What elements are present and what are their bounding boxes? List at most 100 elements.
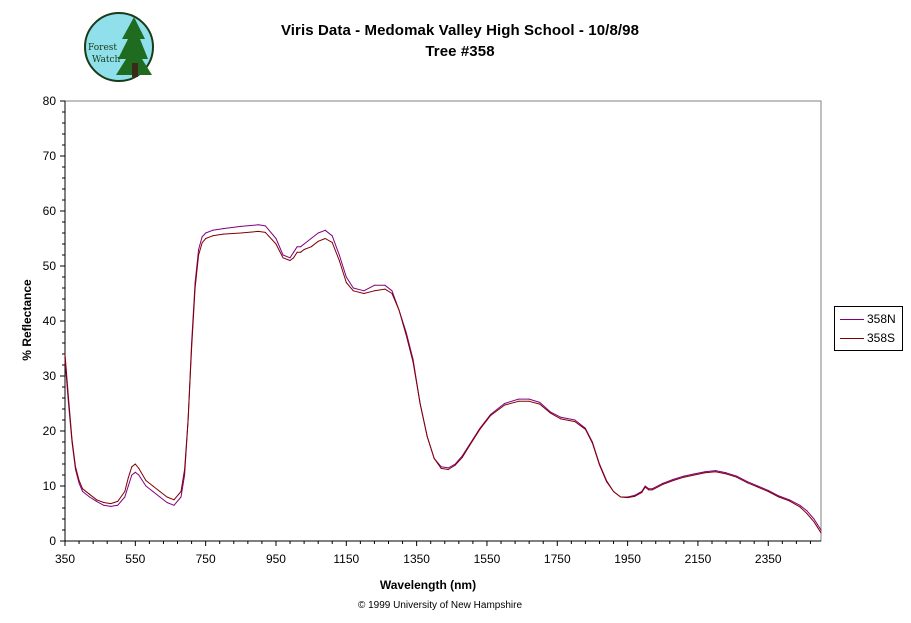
data-point — [715, 471, 716, 473]
data-point — [75, 466, 76, 468]
data-point — [138, 467, 140, 469]
data-point — [201, 242, 203, 244]
data-point — [479, 428, 481, 430]
data-point — [173, 499, 175, 501]
data-point — [293, 251, 295, 253]
y-tick-label: 70 — [43, 149, 57, 163]
data-point — [184, 474, 186, 476]
data-point — [662, 483, 664, 485]
data-point — [303, 243, 305, 245]
data-point — [264, 225, 266, 227]
data-point — [634, 495, 636, 497]
data-point — [352, 290, 354, 292]
data-point — [134, 471, 136, 473]
data-point — [799, 506, 801, 508]
data-point — [447, 469, 449, 470]
chart-subtitle: Tree #358 — [425, 43, 495, 60]
data-point — [806, 513, 808, 514]
data-point — [651, 489, 653, 491]
data-point — [296, 251, 298, 253]
data-point — [82, 488, 84, 490]
data-point — [398, 309, 400, 311]
data-point — [71, 438, 73, 440]
legend-label: 358S — [867, 331, 896, 345]
data-point — [613, 491, 614, 492]
y-tick-label: 50 — [43, 259, 57, 273]
data-point — [352, 287, 354, 289]
data-point — [820, 532, 822, 534]
y-tick-label: 80 — [43, 94, 57, 108]
data-point — [184, 469, 186, 470]
data-point — [560, 416, 562, 418]
data-point — [799, 504, 801, 506]
data-point — [746, 481, 748, 483]
data-point — [317, 232, 319, 234]
data-point — [599, 464, 600, 466]
data-point — [205, 232, 207, 234]
data-point — [187, 419, 189, 421]
data-point — [222, 233, 224, 235]
data-point — [289, 260, 291, 261]
data-point — [820, 529, 822, 531]
series-line-358N — [64, 224, 822, 531]
logo-trunk — [132, 63, 138, 77]
data-point — [606, 481, 607, 483]
data-point — [391, 293, 393, 294]
data-point — [778, 496, 780, 498]
data-point — [391, 290, 393, 292]
data-point — [275, 238, 277, 239]
legend: 358N 358S — [834, 306, 903, 351]
legend-item: 358S — [840, 330, 895, 346]
data-point — [324, 229, 326, 231]
forest-watch-logo: Forest Watch — [84, 12, 154, 82]
data-point — [757, 485, 759, 487]
data-point — [64, 353, 66, 355]
y-tick-label: 20 — [43, 424, 57, 438]
data-point — [433, 458, 435, 459]
chart-axes: 0 10 20 30 40 50 60 70 80 350 550 750 950 1150 1350 155… — [43, 94, 822, 566]
data-point — [131, 474, 133, 476]
y-tick-label: 10 — [43, 479, 57, 493]
data-point — [490, 415, 491, 417]
data-point — [331, 241, 333, 243]
data-point — [518, 400, 520, 402]
data-point — [813, 518, 815, 520]
data-point — [338, 260, 340, 261]
data-point — [412, 361, 414, 363]
data-point — [574, 419, 576, 421]
x-axis-label: Wavelength (nm) — [380, 578, 476, 592]
data-point — [117, 504, 119, 506]
data-point — [504, 404, 505, 406]
data-point — [813, 521, 815, 523]
data-point — [454, 464, 456, 466]
data-point — [198, 249, 200, 250]
data-point — [110, 505, 112, 507]
data-point — [212, 235, 214, 237]
data-point — [180, 491, 182, 492]
logo-tree — [116, 17, 152, 75]
data-point — [282, 257, 284, 259]
x-tick-label: 1150 — [333, 552, 359, 566]
series-layer — [64, 224, 822, 534]
data-point — [78, 482, 80, 484]
data-point — [704, 471, 706, 473]
data-point — [257, 230, 259, 232]
data-point — [103, 504, 105, 506]
data-point — [180, 496, 182, 498]
x-tick-label: 950 — [266, 552, 286, 566]
x-tick-label: 750 — [196, 552, 216, 566]
data-point — [173, 504, 175, 506]
data-point — [240, 225, 242, 227]
data-point — [736, 476, 738, 478]
data-point — [89, 496, 91, 498]
data-point — [103, 502, 105, 503]
data-point — [205, 238, 207, 239]
data-point — [672, 478, 674, 480]
data-point — [461, 456, 463, 458]
data-point — [440, 466, 442, 468]
y-tick-label: 40 — [43, 314, 57, 328]
data-point — [672, 480, 674, 481]
data-point — [806, 510, 808, 512]
data-point — [693, 474, 695, 476]
